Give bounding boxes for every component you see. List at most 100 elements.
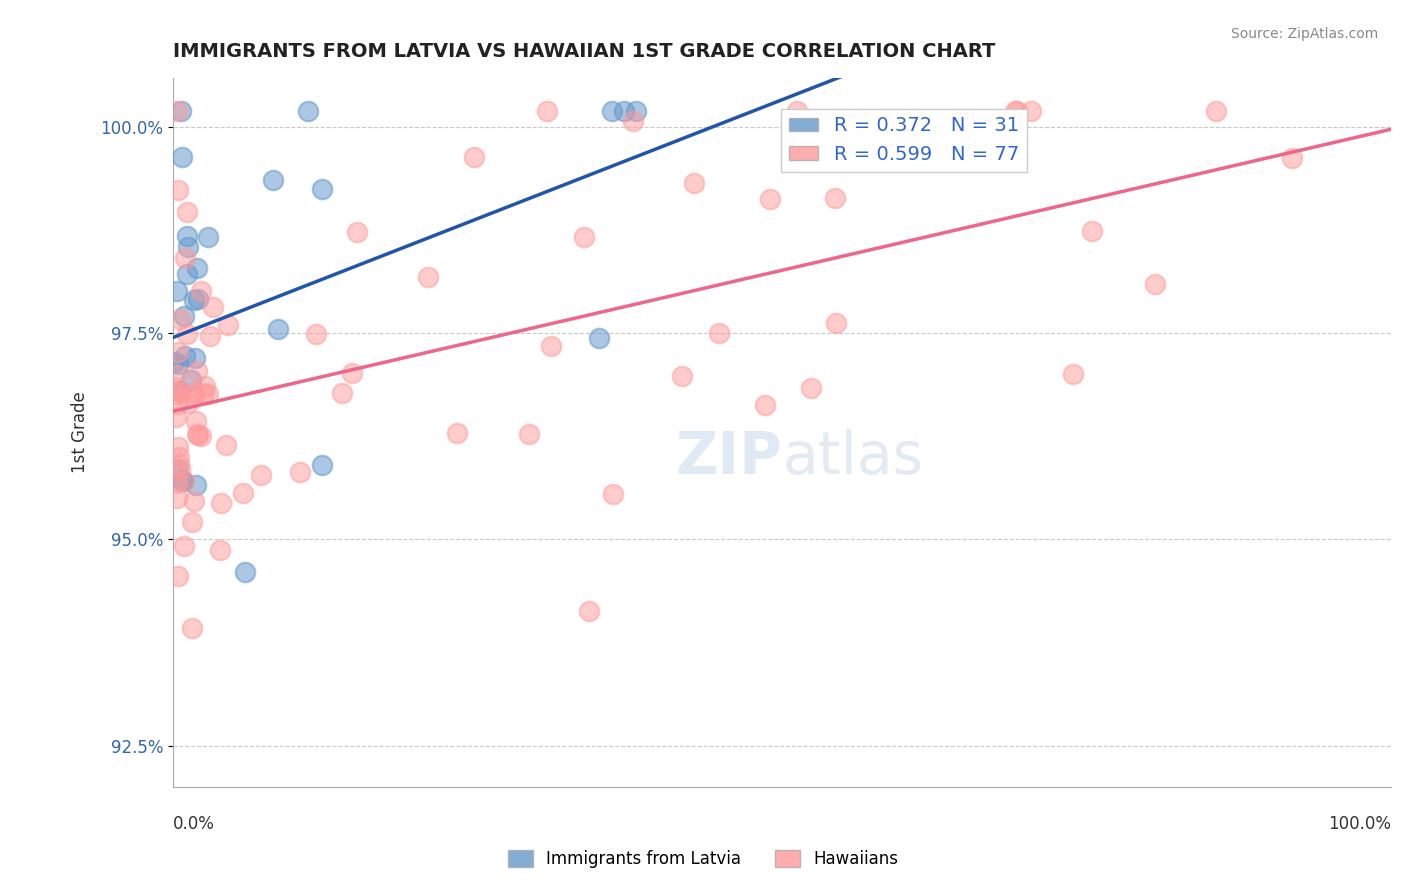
Legend: Immigrants from Latvia, Hawaiians: Immigrants from Latvia, Hawaiians — [502, 843, 904, 875]
Point — [186, 426, 208, 441]
Point — [683, 176, 706, 190]
Point — [624, 103, 647, 118]
Point — [800, 381, 823, 395]
Point — [167, 440, 190, 454]
Point — [190, 429, 212, 443]
Point — [169, 462, 191, 476]
Point — [311, 458, 333, 472]
Point — [166, 386, 188, 401]
Point — [173, 309, 195, 323]
Point — [166, 476, 188, 491]
Point — [177, 395, 200, 409]
Point — [574, 230, 596, 244]
Point — [187, 428, 209, 442]
Point — [288, 465, 311, 479]
Text: atlas: atlas — [782, 428, 922, 485]
Point — [163, 380, 186, 394]
Point — [165, 410, 187, 425]
Point — [184, 351, 207, 366]
Point — [262, 173, 284, 187]
Point — [209, 496, 232, 510]
Point — [416, 270, 439, 285]
Point — [1062, 368, 1084, 382]
Point — [1004, 103, 1026, 118]
Point — [621, 114, 644, 128]
Point — [267, 321, 290, 335]
Point — [215, 438, 238, 452]
Point — [602, 487, 624, 501]
Point — [183, 388, 205, 402]
Point — [166, 491, 188, 505]
Point — [209, 542, 232, 557]
Point — [613, 103, 636, 118]
Point — [671, 369, 693, 384]
Point — [181, 515, 204, 529]
Point — [540, 339, 562, 353]
Point — [169, 311, 191, 326]
Point — [1144, 277, 1167, 291]
Point — [166, 285, 188, 299]
Point — [180, 621, 202, 635]
Point — [193, 386, 215, 401]
Point — [186, 260, 208, 275]
Point — [1019, 103, 1042, 118]
Point — [174, 349, 197, 363]
Point — [754, 398, 776, 412]
Point — [297, 103, 319, 118]
Point — [166, 462, 188, 476]
Point — [172, 150, 194, 164]
Point — [342, 366, 364, 380]
Point — [167, 384, 190, 398]
Text: Source: ZipAtlas.com: Source: ZipAtlas.com — [1230, 27, 1378, 41]
Point — [170, 103, 193, 118]
Point — [232, 485, 254, 500]
Point — [707, 326, 730, 340]
Point — [1281, 151, 1303, 165]
Point — [463, 150, 485, 164]
Point — [330, 386, 353, 401]
Point — [190, 284, 212, 298]
Point — [200, 328, 222, 343]
Point — [517, 427, 540, 442]
Point — [166, 569, 188, 583]
Point — [824, 191, 846, 205]
Point — [170, 384, 193, 399]
Point — [1005, 103, 1028, 118]
Point — [197, 229, 219, 244]
Point — [186, 478, 208, 492]
Point — [186, 293, 208, 307]
Point — [166, 397, 188, 411]
Point — [759, 192, 782, 206]
Point — [786, 103, 808, 118]
Point — [177, 240, 200, 254]
Point — [1205, 103, 1227, 118]
Text: IMMIGRANTS FROM LATVIA VS HAWAIIAN 1ST GRADE CORRELATION CHART: IMMIGRANTS FROM LATVIA VS HAWAIIAN 1ST G… — [173, 42, 995, 61]
Point — [250, 468, 273, 483]
Point — [173, 474, 195, 488]
Text: 0.0%: 0.0% — [173, 815, 215, 833]
Point — [166, 357, 188, 371]
Point — [184, 414, 207, 428]
Point — [167, 457, 190, 471]
Point — [172, 474, 194, 488]
Point — [304, 327, 326, 342]
Point — [176, 267, 198, 281]
Point — [578, 604, 600, 618]
Point — [167, 345, 190, 359]
Point — [233, 566, 256, 580]
Point — [194, 378, 217, 392]
Point — [176, 327, 198, 342]
Point — [167, 183, 190, 197]
Point — [217, 318, 239, 332]
Point — [202, 301, 225, 315]
Point — [181, 385, 204, 400]
Point — [311, 182, 333, 196]
Legend: R = 0.372   N = 31, R = 0.599   N = 77: R = 0.372 N = 31, R = 0.599 N = 77 — [782, 109, 1026, 172]
Point — [346, 225, 368, 239]
Point — [183, 494, 205, 508]
Point — [166, 103, 188, 118]
Point — [197, 386, 219, 401]
Point — [183, 293, 205, 307]
Point — [166, 368, 188, 383]
Text: 100.0%: 100.0% — [1329, 815, 1391, 833]
